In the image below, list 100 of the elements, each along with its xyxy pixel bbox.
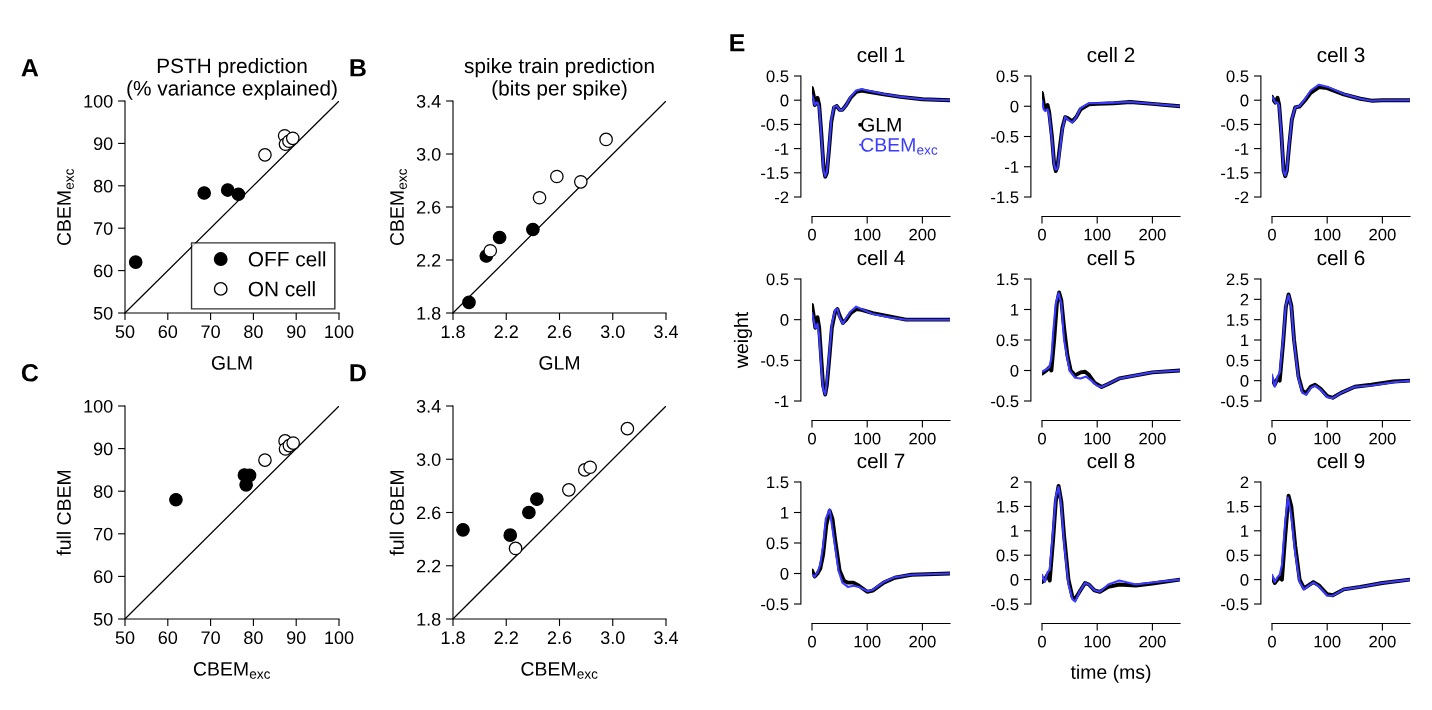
x-tick-label: 100 — [1084, 635, 1111, 648]
y-tick-label: 0.5 — [766, 273, 789, 286]
chart-title: cell 1 — [857, 47, 905, 63]
y-tick-label: 0 — [780, 567, 789, 580]
x-tick-label: 0 — [808, 228, 816, 241]
chart-title: cell 7 — [857, 453, 905, 469]
x-tick-label: 2.6 — [547, 631, 572, 645]
x-tick-label: 200 — [1139, 432, 1166, 445]
y-tick-label: 2.6 — [417, 200, 441, 214]
y-tick-label: 80 — [93, 179, 113, 193]
chart-title: cell 6 — [1317, 250, 1365, 266]
y-axis-title: full CBEM — [56, 470, 71, 556]
y-tick-label: 0 — [1240, 94, 1249, 107]
x-tick-label: 90 — [287, 631, 306, 645]
x-axis-title: time (ms) — [1070, 664, 1151, 683]
y-tick-label: 0 — [780, 94, 789, 107]
y-tick-label: 0.5 — [1226, 549, 1249, 562]
x-axis-title: GLM — [539, 356, 579, 370]
chart-title: cell 4 — [857, 250, 905, 266]
y-tick-label: -0.5 — [1221, 598, 1249, 611]
y-tick-label: -0.5 — [991, 598, 1019, 611]
x-tick-label: 100 — [1084, 228, 1111, 241]
x-axis-title: GLM — [211, 356, 252, 370]
x-tick-label: 80 — [244, 325, 263, 339]
y-tick-label: 1.5 — [997, 500, 1019, 513]
x-tick-label: 80 — [244, 631, 263, 645]
x-tick-label: 2.2 — [494, 631, 518, 644]
x-tick-label: 200 — [1139, 635, 1166, 648]
y-tick-label: 1 — [1241, 525, 1249, 537]
y-tick-label: 1 — [1011, 304, 1019, 316]
y-tick-label: -2 — [1235, 191, 1249, 204]
text: D — [350, 364, 366, 382]
y-tick-label: 1.8 — [417, 612, 441, 626]
y-tick-label: 0.5 — [996, 549, 1019, 562]
y-tick-label: -0.5 — [991, 395, 1019, 408]
y-tick-label: 0.5 — [996, 334, 1019, 347]
y-tick-label: 0.5 — [1226, 354, 1249, 367]
legend-label: OFF cell — [248, 251, 326, 267]
x-tick-label: 100 — [854, 228, 881, 241]
y-tick-label: -1.5 — [1221, 167, 1249, 179]
y-tick-label: 3.4 — [416, 399, 441, 413]
x-tick-label: 90 — [287, 325, 306, 339]
legend-label: CBEM$_{exc}$ — [861, 137, 938, 155]
y-tick-label: 3.0 — [416, 453, 441, 466]
x-axis-title: CBEM$_{exc}$ — [521, 662, 598, 679]
y-tick-label: -1 — [1235, 143, 1249, 155]
y-tick-label: 1.5 — [997, 273, 1019, 286]
y-tick-label: 1 — [781, 507, 789, 519]
y-tick-label: 3.4 — [416, 94, 441, 108]
y-tick-label: 60 — [94, 570, 113, 584]
x-tick-label: 3.0 — [600, 631, 625, 645]
y-axis-title: CBEM$_{exc}$ — [57, 168, 74, 246]
y-tick-label: 0 — [1010, 364, 1019, 377]
y-tick-label: 0 — [1010, 100, 1019, 113]
x-tick-label: 100 — [325, 325, 354, 339]
y-axis-title: CBEM$_{exc}$ — [390, 168, 407, 246]
x-tick-label: 100 — [1314, 432, 1341, 445]
y-tick-label: -2 — [775, 191, 789, 204]
x-tick-label: 0 — [808, 432, 816, 445]
x-tick-label: 0 — [1268, 432, 1276, 445]
chart-title: spike train prediction (bits per spike) — [464, 57, 654, 100]
y-tick-label: 0.5 — [1226, 70, 1249, 83]
y-tick-label: -0.5 — [1221, 118, 1249, 131]
x-tick-label: 70 — [201, 325, 220, 339]
y-axis-title: weight — [733, 312, 753, 369]
y-tick-label: 2 — [1240, 293, 1249, 306]
x-tick-label: 0 — [1268, 635, 1276, 648]
y-tick-label: 80 — [93, 485, 113, 498]
x-tick-label: 100 — [325, 631, 354, 645]
y-tick-label: -1 — [775, 395, 789, 408]
y-tick-label: 90 — [93, 137, 113, 151]
y-tick-label: 0 — [1010, 574, 1019, 586]
text: A — [21, 59, 39, 77]
x-tick-label: 200 — [909, 635, 936, 648]
y-tick-label: 70 — [94, 527, 113, 541]
x-tick-label: 3.4 — [654, 325, 679, 339]
x-tick-label: 1.8 — [441, 325, 465, 339]
x-tick-label: 60 — [158, 325, 178, 339]
chart-title: cell 2 — [1087, 47, 1135, 63]
chart-title: cell 8 — [1087, 453, 1135, 469]
y-tick-label: 90 — [93, 442, 113, 456]
y-tick-label: 0.5 — [996, 70, 1019, 83]
x-tick-label: 60 — [158, 631, 178, 645]
x-tick-label: 3.4 — [654, 631, 679, 645]
y-tick-label: 1.5 — [1227, 314, 1249, 326]
y-tick-label: 1.5 — [767, 476, 789, 489]
x-tick-label: 50 — [115, 631, 135, 645]
x-tick-label: 100 — [1314, 228, 1341, 241]
x-tick-label: 1.8 — [441, 631, 465, 645]
x-tick-label: 0 — [1268, 228, 1276, 241]
y-tick-label: 60 — [94, 264, 113, 278]
x-tick-label: 50 — [115, 325, 135, 339]
x-tick-label: 200 — [1369, 635, 1396, 648]
x-tick-label: 2.6 — [547, 325, 572, 339]
y-tick-label: -1 — [1005, 161, 1019, 173]
x-tick-label: 0 — [1038, 635, 1046, 648]
y-tick-label: 2 — [1010, 476, 1019, 489]
y-tick-label: -0.5 — [761, 354, 789, 367]
x-tick-label: 200 — [909, 228, 936, 241]
x-tick-label: 100 — [1314, 635, 1341, 648]
